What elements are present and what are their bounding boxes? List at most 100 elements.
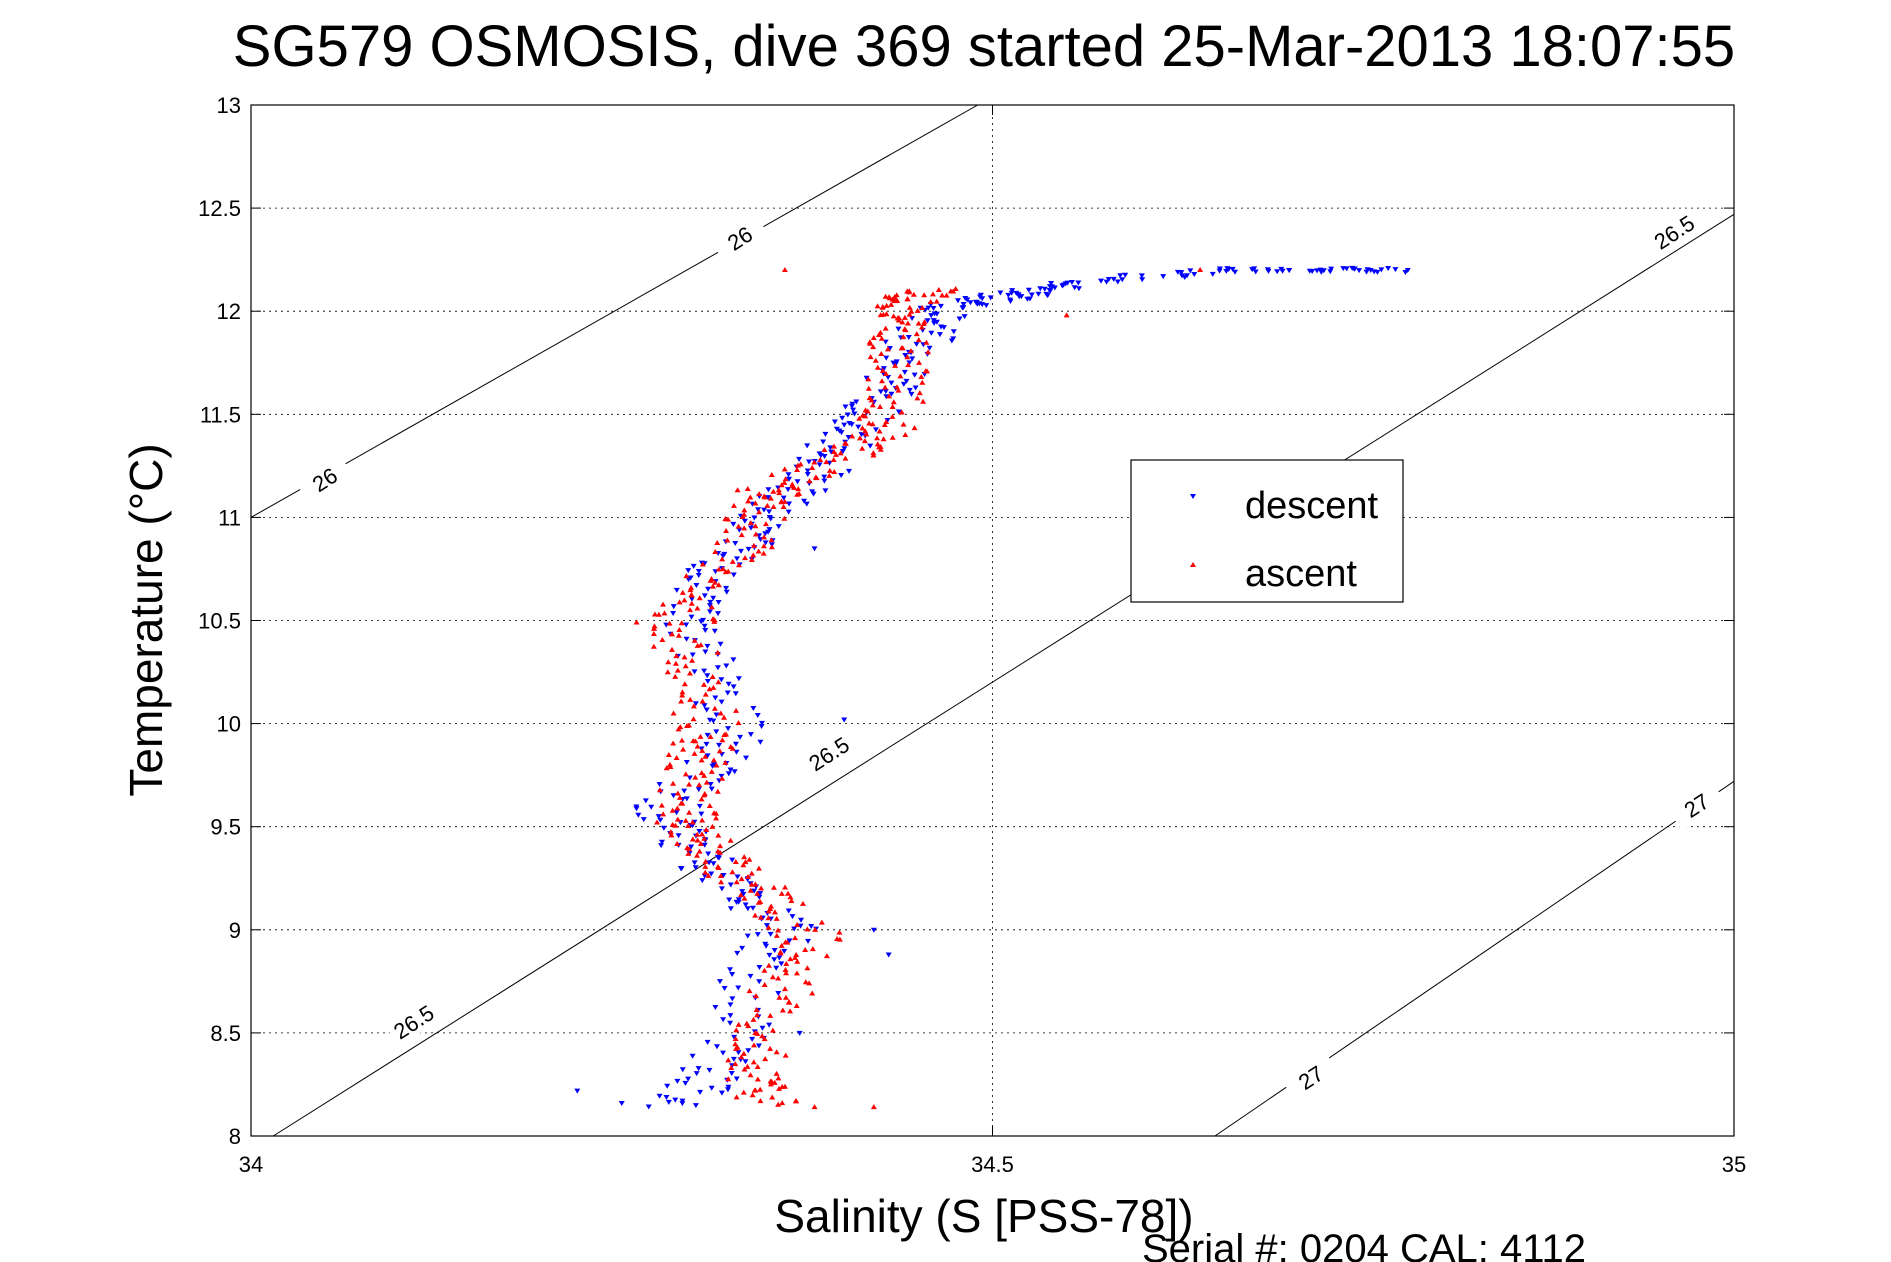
descent-point xyxy=(820,439,827,445)
ascent-point xyxy=(924,368,931,374)
ascent-point xyxy=(898,409,905,415)
descent-point xyxy=(1138,273,1145,279)
ascent-point xyxy=(655,611,662,617)
descent-point xyxy=(706,717,713,723)
descent-point xyxy=(707,781,714,787)
ascent-point xyxy=(787,1008,794,1014)
ascent-point xyxy=(685,850,692,856)
ascent-point xyxy=(689,819,696,825)
ascent-point xyxy=(650,631,657,637)
ascent-point xyxy=(732,859,739,865)
descent-point xyxy=(962,296,969,302)
ascent-point xyxy=(767,1045,774,1051)
ascent-point xyxy=(874,364,881,370)
descent-point xyxy=(727,1020,734,1026)
ascent-point xyxy=(907,348,914,354)
ascent-point xyxy=(732,1041,739,1047)
descent-point xyxy=(734,950,741,956)
descent-point xyxy=(827,445,834,451)
ascent-point xyxy=(747,494,754,500)
descent-point xyxy=(648,804,655,810)
ascent-point xyxy=(753,1006,760,1012)
ascent-point xyxy=(721,731,728,737)
descent-point xyxy=(925,305,932,311)
ascent-point xyxy=(778,942,785,948)
descent-point xyxy=(741,518,748,524)
descent-point xyxy=(912,385,919,391)
descent-point xyxy=(903,378,910,384)
descent-point xyxy=(713,1044,720,1050)
ascent-point xyxy=(670,740,677,746)
descent-point xyxy=(911,372,918,378)
descent-point xyxy=(733,899,740,905)
descent-point xyxy=(698,619,705,625)
descent-point xyxy=(751,888,758,894)
ascent-point xyxy=(688,600,695,606)
y-tick-label: 12 xyxy=(217,299,241,324)
ascent-point xyxy=(935,286,942,292)
ascent-point xyxy=(878,335,885,341)
descent-point xyxy=(1005,292,1012,298)
descent-point xyxy=(679,1098,686,1104)
descent-point xyxy=(704,753,711,759)
ascent-point xyxy=(650,643,657,649)
descent-point xyxy=(715,600,722,606)
descent-point xyxy=(701,842,708,848)
ascent-point xyxy=(770,504,777,510)
descent-point xyxy=(798,917,805,923)
descent-point xyxy=(670,793,677,799)
ascent-point xyxy=(744,485,751,491)
descent-point xyxy=(725,726,732,732)
ascent-point xyxy=(812,926,819,932)
ascent-point xyxy=(697,840,704,846)
ascent-point xyxy=(715,566,722,572)
ascent-point xyxy=(889,434,896,440)
ascent-point xyxy=(866,420,873,426)
descent-point xyxy=(743,755,750,761)
descent-point xyxy=(762,540,769,546)
ascent-point xyxy=(733,1027,740,1033)
descent-point xyxy=(906,387,913,393)
ascent-point xyxy=(696,595,703,601)
ascent-point xyxy=(741,895,748,901)
descent-point xyxy=(839,415,846,421)
ascent-point xyxy=(756,509,763,515)
descent-point xyxy=(1025,287,1032,293)
descent-point xyxy=(720,1017,727,1023)
descent-point xyxy=(718,699,725,705)
y-tick-label: 8 xyxy=(229,1124,241,1149)
ascent-point xyxy=(730,502,737,508)
descent-point xyxy=(724,1087,731,1093)
descent-point xyxy=(686,775,693,781)
ascent-point xyxy=(694,837,701,843)
descent-point xyxy=(977,292,984,298)
descent-point xyxy=(729,972,736,978)
ascent-point xyxy=(689,836,696,842)
descent-point xyxy=(1110,276,1117,282)
descent-point xyxy=(821,454,828,460)
ascent-point xyxy=(768,544,775,550)
descent-point xyxy=(954,298,961,304)
y-tick-label: 11 xyxy=(218,505,241,530)
ascent-point xyxy=(831,443,838,449)
descent-point xyxy=(736,527,743,533)
ascent-point xyxy=(665,751,672,757)
ascent-point xyxy=(690,703,697,709)
legend-descent-label: descent xyxy=(1245,485,1379,527)
ascent-point xyxy=(677,724,684,730)
descent-point xyxy=(689,1053,696,1059)
ascent-point xyxy=(699,561,706,567)
ascent-point xyxy=(768,472,775,478)
ascent-point xyxy=(786,999,793,1005)
serial-cal-footer: Serial #: 0204 CAL: 4112 xyxy=(1142,1227,1586,1262)
descent-point xyxy=(821,478,828,484)
ascent-point xyxy=(660,811,667,817)
descent-point xyxy=(747,973,754,979)
ascent-point xyxy=(669,646,676,652)
descent-point xyxy=(796,456,803,462)
ascent-point xyxy=(804,926,811,932)
ascent-point xyxy=(809,464,816,470)
ascent-point xyxy=(747,1072,754,1078)
descent-point xyxy=(1075,286,1082,292)
